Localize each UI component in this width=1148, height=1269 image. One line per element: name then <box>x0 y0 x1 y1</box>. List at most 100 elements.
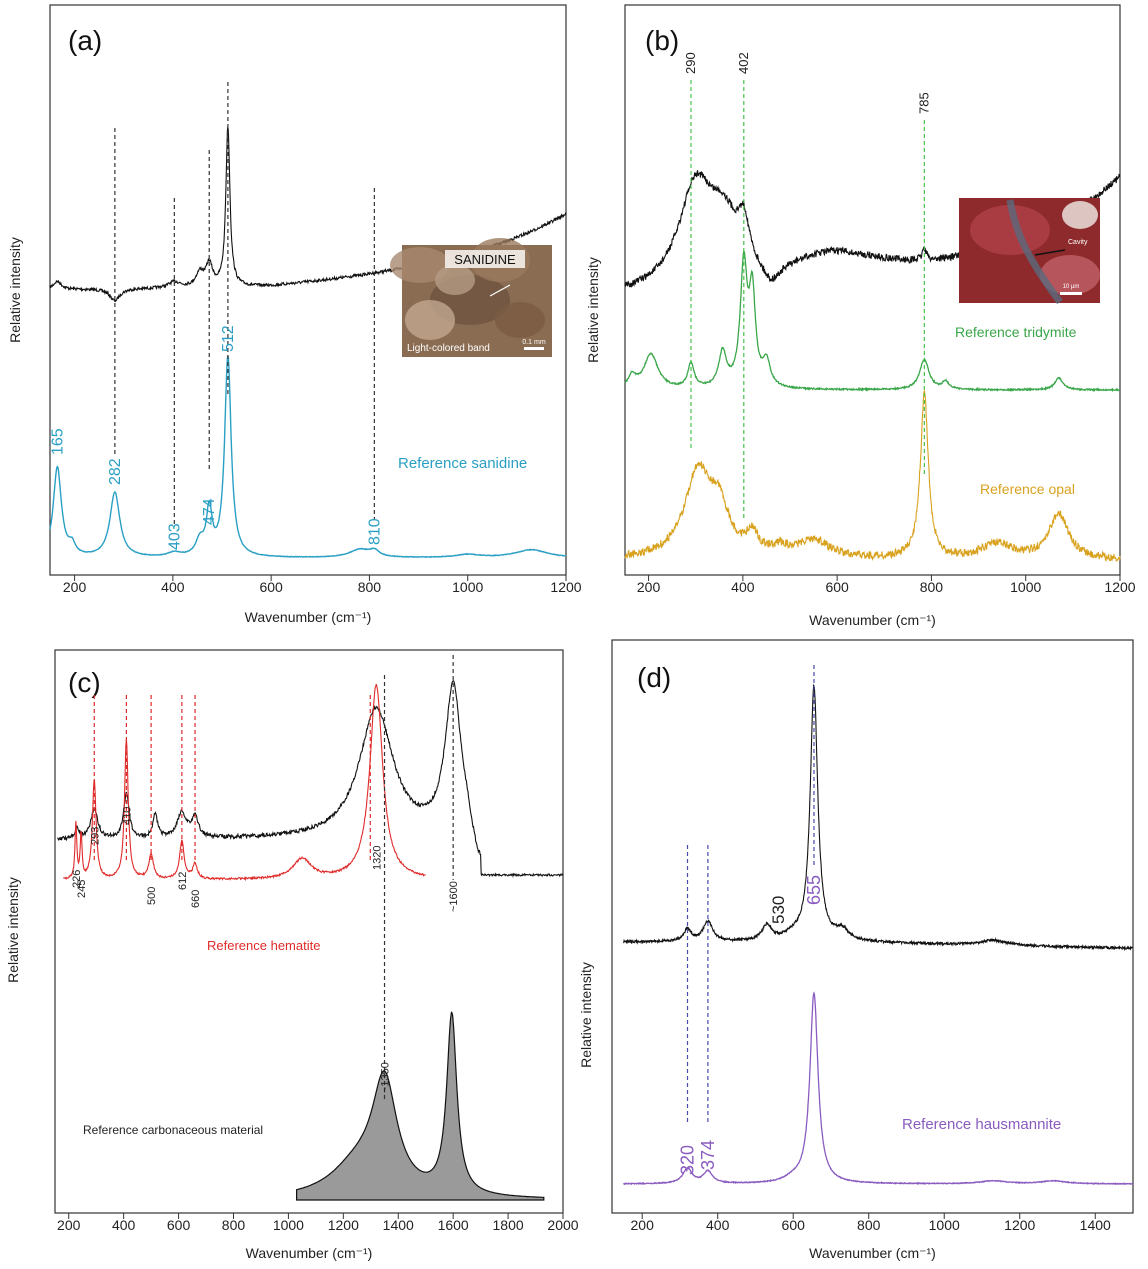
peak-label: 402 <box>736 52 751 74</box>
peak-label: 374 <box>698 1140 718 1170</box>
x-tick-label: 800 <box>222 1217 246 1233</box>
peak-label: 320 <box>678 1145 698 1175</box>
x-tick-label: 1000 <box>929 1217 960 1233</box>
peak-label: 403 <box>166 523 183 550</box>
peak-label: 810 <box>366 518 383 545</box>
peak-label: 282 <box>107 458 124 485</box>
x-axis-label: Wavenumber (cm⁻¹) <box>246 1245 373 1261</box>
x-tick-label: 400 <box>112 1217 136 1233</box>
y-axis-label: Relative intensity <box>578 962 594 1068</box>
plot-frame <box>611 639 1134 1214</box>
peak-label: 612 <box>177 872 189 890</box>
sample-spectrum <box>623 683 1133 952</box>
x-tick-label: 1200 <box>1004 1217 1035 1233</box>
reference-opal-spectrum <box>624 390 1121 563</box>
peak-label: 293 <box>89 827 101 845</box>
inset-arrow <box>1034 249 1066 256</box>
peak-label: 245 <box>76 880 88 898</box>
panel-label: (c) <box>68 667 101 698</box>
inset-scale: 0.1 mm <box>522 339 546 346</box>
inset-texture <box>1062 201 1098 229</box>
x-tick-label: 400 <box>706 1217 730 1233</box>
reference-label: Reference tridymite <box>955 324 1077 340</box>
panel-label: (b) <box>645 25 679 56</box>
reference-hematite-spectrum <box>63 684 426 882</box>
peak-label: 165 <box>49 428 66 455</box>
inset-scalebar <box>1060 292 1082 295</box>
peak-label: 530 <box>769 896 788 924</box>
panel-a: 200 400 600 800 1000 1200 Wavenumber (cm⁻¹) Rel… <box>7 4 582 625</box>
peak-label: 410 <box>121 807 133 825</box>
x-axis-label: Wavenumber (cm⁻¹) <box>809 612 936 628</box>
inset-texture <box>970 205 1050 255</box>
x-axis-label: Wavenumber (cm⁻¹) <box>245 609 372 625</box>
x-tick-label: 1400 <box>383 1217 414 1233</box>
panel-label: (a) <box>68 25 102 56</box>
reference-sanidine-spectrum <box>49 355 567 559</box>
x-tick-label: 400 <box>161 579 185 595</box>
peak-label: 655 <box>804 875 824 905</box>
inset-texture <box>435 265 475 295</box>
inset-title-box <box>445 250 525 268</box>
panel-c: 200 400 600 800 1000 1200 1400 1600 1800 2000 Wave… <box>5 649 579 1261</box>
x-tick-label: 1200 <box>550 579 581 595</box>
x-tick-label: 1200 <box>328 1217 359 1233</box>
x-tick-label: 400 <box>731 579 755 595</box>
y-axis-label: Relative intensity <box>5 877 21 983</box>
x-tick-label: 1600 <box>438 1217 469 1233</box>
y-axis-label: Relative intensity <box>585 257 601 363</box>
x-tick-label: 200 <box>631 1217 655 1233</box>
peak-label: ~1600 <box>448 881 460 912</box>
peak-label: 785 <box>916 92 931 114</box>
x-axis-label: Wavenumber (cm⁻¹) <box>809 1245 936 1261</box>
y-axis-label: Relative intensity <box>7 237 23 343</box>
inset-photo: SANIDINE Light-colored band 0.1 mm <box>390 238 552 357</box>
inset-texture <box>405 300 455 340</box>
x-tick-label: 600 <box>825 579 849 595</box>
peak-label: 512 <box>220 325 237 352</box>
x-tick-label: 800 <box>857 1217 881 1233</box>
x-tick-label: 600 <box>259 579 283 595</box>
plot-frame <box>624 4 1121 576</box>
reference-label: Reference sanidine <box>398 455 527 472</box>
inset-caption: Cavity <box>1068 239 1088 246</box>
x-tick-label: 800 <box>358 579 382 595</box>
reference2-label: Reference opal <box>980 481 1075 497</box>
reference-carbon-spectrum <box>296 1011 545 1201</box>
panel-label: (d) <box>637 662 671 693</box>
panel-d: 200 400 600 800 1000 1200 1400 Wavenumber (cm⁻¹… <box>578 639 1134 1261</box>
reference2-label: Reference carbonaceous material <box>83 1123 263 1137</box>
inset-arrow <box>489 284 511 297</box>
x-tick-label: 200 <box>637 579 661 595</box>
peak-label: ~1350 <box>380 1062 392 1093</box>
plot-frame <box>54 649 564 1214</box>
peak-label: 660 <box>190 890 202 908</box>
inset-texture <box>390 247 450 283</box>
inset-texture <box>495 302 545 338</box>
x-tick-label: 1200 <box>1104 579 1135 595</box>
inset-scalebar <box>524 347 544 350</box>
x-tick-label: 1800 <box>493 1217 524 1233</box>
x-tick-label: 1000 <box>1010 579 1041 595</box>
x-tick-label: 1400 <box>1080 1217 1111 1233</box>
x-tick-label: 800 <box>920 579 944 595</box>
peak-label: 474 <box>201 498 218 525</box>
x-tick-label: 200 <box>57 1217 81 1233</box>
x-tick-label: 200 <box>63 579 87 595</box>
x-tick-label: 600 <box>782 1217 806 1233</box>
reference-tridymite-spectrum <box>624 250 1121 393</box>
inset-photo: Cavity 10 µm <box>959 198 1100 305</box>
peak-label: 500 <box>146 887 158 905</box>
inset-caption: Light-colored band <box>407 343 490 354</box>
panel-b: 200 400 600 800 1000 1200 Wavenumber (cm⁻¹) Rel… <box>585 4 1136 628</box>
reference-label: Reference hematite <box>207 938 320 953</box>
peak-label: 1320 <box>371 846 383 870</box>
x-tick-label: 600 <box>167 1217 191 1233</box>
reference-hausmannite-spectrum <box>623 991 1134 1186</box>
x-tick-label: 1000 <box>273 1217 304 1233</box>
x-tick-label: 2000 <box>547 1217 578 1233</box>
inset-scale: 10 µm <box>1063 284 1080 290</box>
reference-label: Reference hausmannite <box>902 1116 1061 1133</box>
peak-label: 290 <box>683 52 698 74</box>
inset-title: SANIDINE <box>454 252 516 267</box>
